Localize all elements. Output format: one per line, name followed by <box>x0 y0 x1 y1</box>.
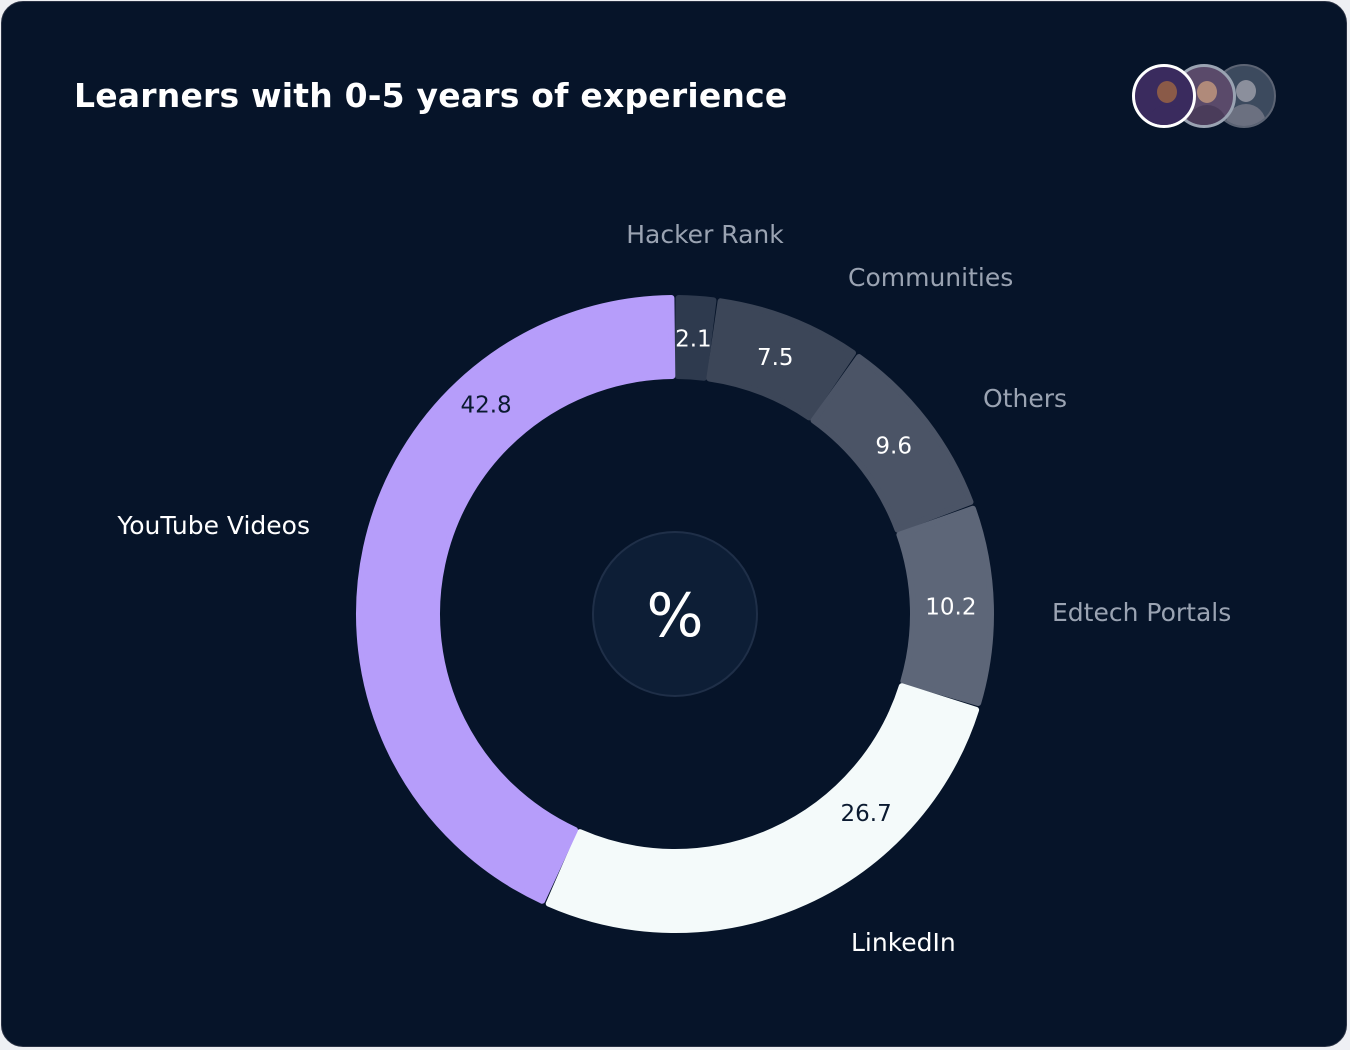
avatar-group[interactable] <box>1132 64 1284 132</box>
value-label: 7.5 <box>757 345 794 371</box>
category-label: YouTube Videos <box>116 511 310 540</box>
avatar[interactable] <box>1212 64 1276 128</box>
center-badge <box>592 531 758 697</box>
category-label: Others <box>983 384 1067 413</box>
slice-edtech-portals[interactable] <box>896 505 994 707</box>
value-label: 9.6 <box>875 434 912 460</box>
value-label: 42.8 <box>460 393 511 419</box>
chart-title: Learners with 0-5 years of experience <box>74 76 788 115</box>
slice-hacker-rank[interactable] <box>674 295 717 381</box>
value-label: 2.1 <box>675 327 712 353</box>
avatar[interactable] <box>1132 64 1196 128</box>
value-label: 26.7 <box>841 801 892 827</box>
slice-communities[interactable] <box>706 298 857 421</box>
category-label: Edtech Portals <box>1052 598 1231 627</box>
category-label: LinkedIn <box>851 928 956 957</box>
percent-icon: % <box>646 581 703 651</box>
value-label: 10.2 <box>925 595 976 621</box>
category-label: Hacker Rank <box>626 220 784 249</box>
slice-linkedin[interactable] <box>545 683 980 933</box>
category-label: Communities <box>848 263 1013 292</box>
slice-others[interactable] <box>810 354 974 533</box>
slice-youtube-videos[interactable] <box>356 295 676 904</box>
